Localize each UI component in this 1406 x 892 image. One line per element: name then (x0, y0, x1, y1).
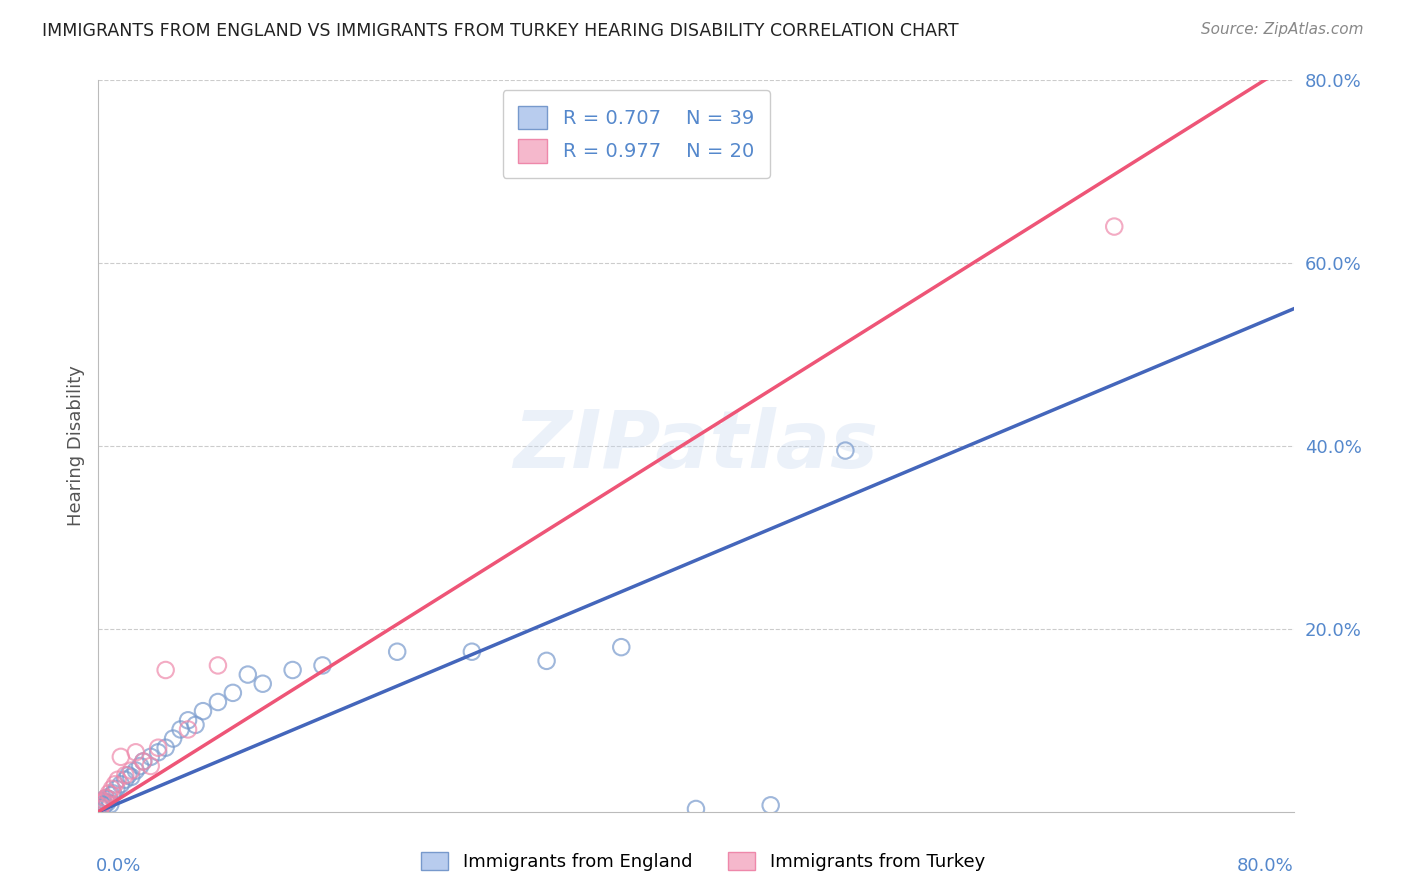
Y-axis label: Hearing Disability: Hearing Disability (66, 366, 84, 526)
Point (89, 802, 111, 816)
Point (148, 740, 170, 755)
Text: IMMIGRANTS FROM ENGLAND VS IMMIGRANTS FROM TURKEY HEARING DISABILITY CORRELATION: IMMIGRANTS FROM ENGLAND VS IMMIGRANTS FR… (42, 22, 959, 40)
Point (98, 797, 122, 812)
Point (90, 797, 112, 812)
Point (610, 640, 633, 655)
Legend: R = 0.707    N = 39, R = 0.977    N = 20: R = 0.707 N = 39, R = 0.977 N = 20 (502, 90, 769, 178)
Point (104, 777, 127, 791)
Point (91, 796, 114, 810)
Point (132, 755, 155, 769)
Point (125, 745, 148, 759)
Point (97, 792, 120, 806)
Point (148, 745, 170, 759)
Point (385, 645, 409, 659)
Point (110, 777, 132, 791)
Point (125, 764, 148, 778)
Point (97, 787, 120, 801)
Point (89, 800, 111, 814)
Point (94, 791, 117, 805)
Point (93, 794, 115, 808)
Point (107, 772, 129, 787)
Point (252, 676, 274, 690)
Point (536, 654, 558, 668)
Point (120, 764, 142, 778)
Point (162, 731, 184, 746)
Point (155, 663, 177, 677)
Point (101, 789, 124, 803)
Point (191, 704, 214, 718)
Point (834, 443, 856, 458)
Point (110, 749, 132, 764)
Point (184, 718, 207, 732)
Point (103, 787, 125, 801)
Text: Source: ZipAtlas.com: Source: ZipAtlas.com (1201, 22, 1364, 37)
Point (139, 749, 162, 764)
Point (311, 658, 333, 673)
Text: ZIPatlas: ZIPatlas (513, 407, 879, 485)
Point (281, 663, 304, 677)
Point (461, 645, 484, 659)
Point (1104, 219, 1126, 234)
Point (90, 799, 112, 814)
Text: 80.0%: 80.0% (1237, 857, 1294, 875)
Point (207, 695, 229, 709)
Point (177, 714, 200, 728)
Point (177, 723, 200, 737)
Legend: Immigrants from England, Immigrants from Turkey: Immigrants from England, Immigrants from… (413, 845, 993, 879)
Point (129, 759, 152, 773)
Point (759, 798, 782, 813)
Point (120, 770, 142, 784)
Point (105, 781, 128, 796)
Point (132, 755, 155, 769)
Point (222, 686, 245, 700)
Point (101, 781, 124, 796)
Point (94, 791, 117, 805)
Point (117, 768, 139, 782)
Point (114, 768, 136, 782)
Point (155, 740, 177, 755)
Point (236, 667, 259, 681)
Point (91, 794, 114, 808)
Point (114, 772, 136, 787)
Point (685, 802, 707, 816)
Point (96, 796, 118, 810)
Point (169, 723, 191, 737)
Point (139, 759, 162, 773)
Point (93, 798, 115, 813)
Point (207, 658, 229, 673)
Text: 0.0%: 0.0% (96, 857, 141, 875)
